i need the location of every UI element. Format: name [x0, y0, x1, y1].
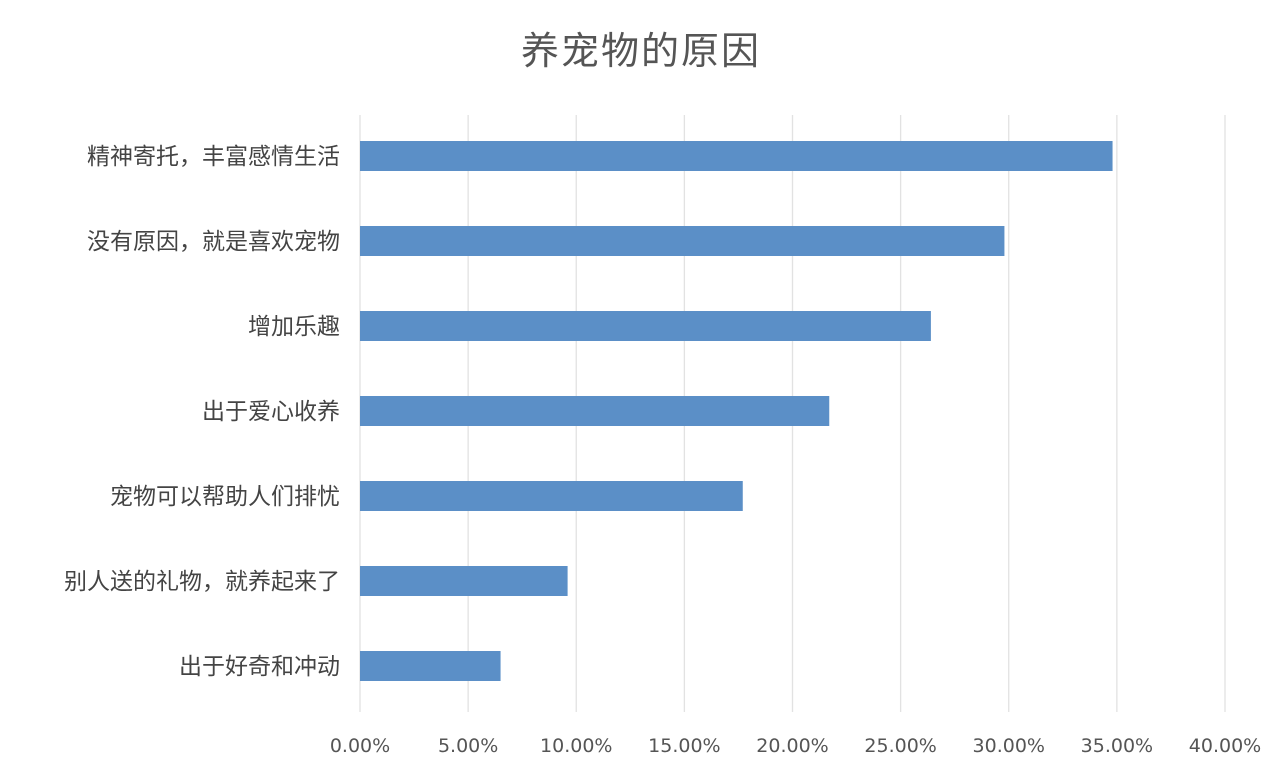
- category-label: 出于好奇和冲动: [179, 654, 340, 680]
- bar-6: [360, 651, 501, 681]
- bar-0: [360, 141, 1113, 171]
- category-label: 精神寄托，丰富感情生活: [87, 144, 340, 170]
- x-tick-label: 15.00%: [648, 735, 720, 757]
- bar-4: [360, 481, 743, 511]
- x-tick-label: 40.00%: [1189, 735, 1261, 757]
- bar-5: [360, 566, 568, 596]
- x-tick-label: 0.00%: [330, 735, 390, 757]
- bar-2: [360, 311, 931, 341]
- category-label: 增加乐趣: [248, 314, 340, 340]
- x-tick-label: 35.00%: [1081, 735, 1153, 757]
- category-label: 没有原因，就是喜欢宠物: [87, 229, 340, 255]
- category-label: 出于爱心收养: [202, 399, 340, 425]
- category-label: 宠物可以帮助人们排忧: [110, 484, 340, 510]
- category-label: 别人送的礼物，就养起来了: [64, 569, 340, 595]
- x-tick-label: 5.00%: [438, 735, 498, 757]
- x-tick-label: 20.00%: [756, 735, 828, 757]
- x-tick-label: 10.00%: [540, 735, 612, 757]
- bar-1: [360, 226, 1005, 256]
- bar-3: [360, 396, 830, 426]
- chart-title: 养宠物的原因: [520, 29, 761, 73]
- x-tick-label: 25.00%: [864, 735, 936, 757]
- x-tick-label: 30.00%: [973, 735, 1045, 757]
